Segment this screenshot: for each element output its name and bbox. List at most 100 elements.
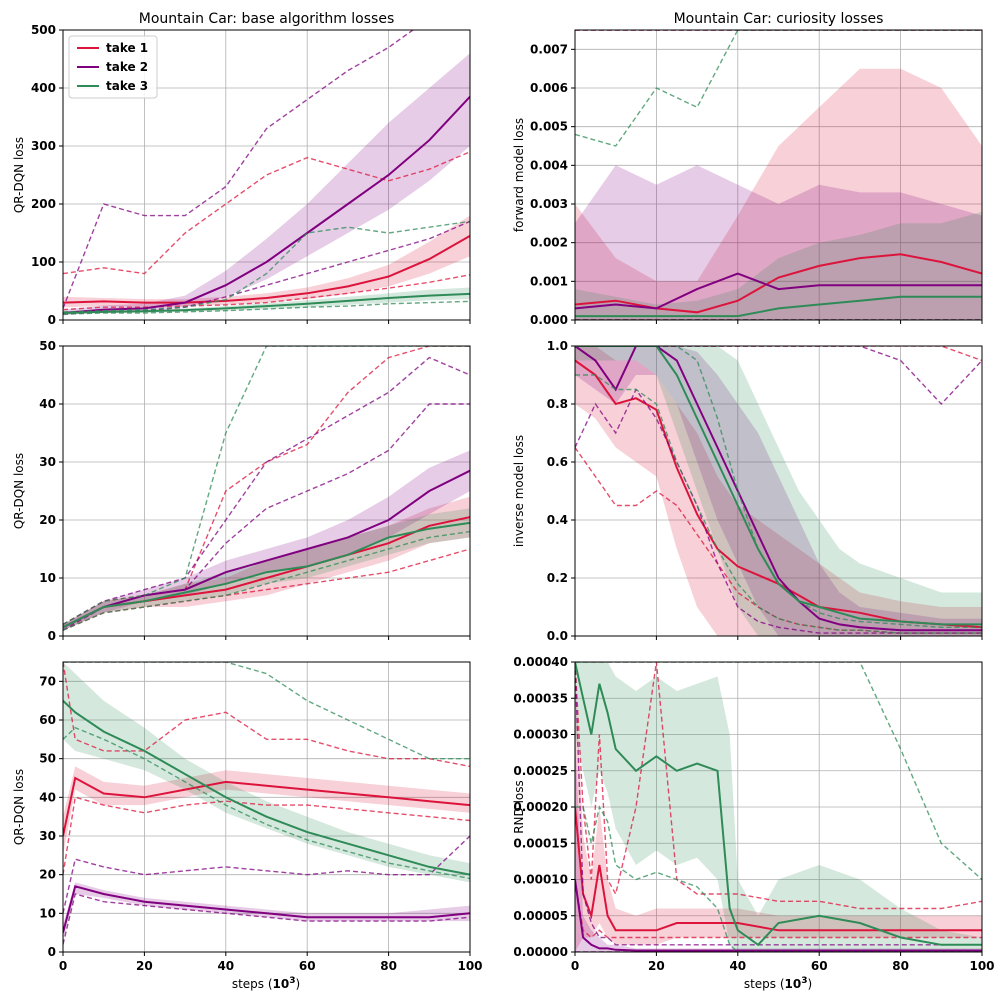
grid-0: [62, 29, 471, 321]
chart-title-1: Mountain Car: curiosity losses: [674, 11, 884, 27]
plot-area-2: [63, 346, 470, 631]
band-take-1-3: [575, 346, 982, 636]
x-tick-label-3: 60: [299, 959, 316, 973]
legend-label-1: take 2: [106, 60, 148, 74]
legend: take 1 take 2 take 3: [68, 35, 158, 99]
y-tick-label-3: 0.003: [530, 197, 568, 211]
line-take-2-5: [575, 879, 982, 952]
plot-area-0: [63, 30, 470, 316]
y-tick-label-7: 70: [39, 674, 56, 688]
y-tick-label-6: 0.006: [530, 81, 568, 95]
y-tick-label-5: 50: [39, 752, 56, 766]
x-axis-label-right: steps (103): [744, 976, 812, 991]
y-tick-label-5: 500: [31, 23, 56, 37]
line-take-3-3: [575, 346, 982, 626]
plot-area-1: [575, 30, 982, 320]
y-tick-label-6: 60: [39, 713, 56, 727]
x-tick-label-4: 80: [892, 959, 909, 973]
dashed-high-take-3-1: [575, 30, 982, 147]
y-tick-label-4: 0.004: [530, 158, 568, 172]
y-tick-label-7: 0.00035: [513, 691, 568, 705]
line-take-3-5: [575, 662, 982, 947]
dashed-low-take-3-2: [63, 530, 470, 631]
band-take-3-2: [63, 508, 470, 631]
line-take-2-3: [575, 346, 982, 632]
y-tick-label-1: 0.001: [530, 274, 568, 288]
line-take-2-4: [63, 885, 470, 933]
y-tick-label-3: 0.6: [547, 455, 568, 469]
y-tick-label-1: 10: [39, 571, 56, 585]
y-tick-label-6: 0.00030: [513, 728, 568, 742]
line-take-1-5: [575, 806, 982, 932]
plot-area-5: [575, 662, 982, 952]
dashed-low-take-1-5: [575, 879, 982, 939]
y-tick-label-3: 30: [39, 829, 56, 843]
dashed-high-take-3-0: [63, 220, 470, 313]
y-tick-label-7: 0.007: [530, 42, 568, 56]
band-take-3-5: [575, 662, 982, 952]
dashed-high-take-3-2: [63, 346, 470, 626]
x-tick-label-2: 40: [729, 959, 746, 973]
band-take-3-1: [575, 211, 982, 320]
panel-5: 0 20 40 60 80 100 0.00000 0.00005 0.00010 0.00015…: [512, 655, 995, 973]
y-axis-label-3: inverse model loss: [512, 435, 526, 547]
dashed-low-take-1-4: [63, 796, 470, 875]
line-take-3-1: [575, 295, 982, 318]
x-tick-label-2: 40: [217, 959, 234, 973]
y-tick-label-3: 0.00015: [513, 836, 568, 850]
x-tick-label-4: 80: [380, 959, 397, 973]
line-take-2-1: [575, 272, 982, 310]
line-take-3-4: [63, 699, 470, 876]
y-axis-label-4: QR-DQN loss: [12, 769, 26, 845]
dashed-low-take-3-3: [575, 374, 982, 634]
band-take-3-3: [575, 346, 982, 636]
y-tick-label-0: 0.000: [530, 313, 568, 327]
y-tick-label-0: 0: [48, 629, 56, 643]
grid-4: [62, 662, 471, 953]
band-take-2-2: [63, 450, 470, 631]
y-tick-label-2: 20: [39, 868, 56, 882]
band-take-3-4: [63, 662, 470, 883]
y-axis-label-5: RND loss: [512, 780, 526, 834]
line-take-1-4: [63, 776, 470, 837]
dashed-low-take-2-4: [63, 893, 470, 945]
dashed-high-take-1-0: [63, 151, 470, 275]
legend-box: [68, 35, 158, 99]
dashed-low-take-2-3: [575, 388, 982, 634]
dashed-high-take-2-4: [63, 835, 470, 914]
dashed-low-take-3-4: [63, 726, 470, 880]
dashed-high-take-2-5: [575, 662, 982, 946]
y-axis-label-1: forward model loss: [512, 118, 526, 232]
line-take-3-0: [63, 292, 470, 314]
y-axis-label-0: QR-DQN loss: [12, 137, 26, 213]
y-tick-label-0: 0.0: [547, 629, 568, 643]
y-tick-label-4: 0.8: [547, 397, 568, 411]
line-take-3-2: [63, 521, 470, 629]
y-tick-label-8: 0.00040: [513, 655, 568, 669]
y-tick-label-4: 40: [39, 790, 56, 804]
panel-0: 0 100 200 300 400 500 Mountain Car: base algor…: [12, 11, 471, 327]
y-tick-label-2: 0.00010: [513, 873, 568, 887]
legend-label-2: take 3: [106, 79, 148, 93]
plot-area-4: [63, 662, 470, 945]
panel-4: 0 20 40 60 80 100 0 10 20 30 40 50 60 70 QR-DQN loss: [12, 661, 483, 973]
band-take-2-3: [575, 346, 982, 636]
x-tick-label-5: 100: [969, 959, 994, 973]
y-tick-label-3: 300: [31, 139, 56, 153]
y-axis-label-2: QR-DQN loss: [12, 453, 26, 529]
x-tick-label-3: 60: [811, 959, 828, 973]
x-tick-label-5: 100: [457, 959, 482, 973]
plot-area-3: [575, 346, 982, 636]
dashed-low-take-3-0: [63, 300, 470, 315]
y-tick-label-4: 0.00020: [513, 800, 568, 814]
band-take-1-0: [63, 215, 470, 308]
y-tick-label-2: 0.002: [530, 236, 568, 250]
y-tick-label-5: 1.0: [547, 339, 568, 353]
axes-frame-3: [574, 345, 983, 637]
line-take-2-0: [63, 96, 470, 314]
y-tick-label-1: 10: [39, 906, 56, 920]
y-tick-label-5: 0.00025: [513, 764, 568, 778]
